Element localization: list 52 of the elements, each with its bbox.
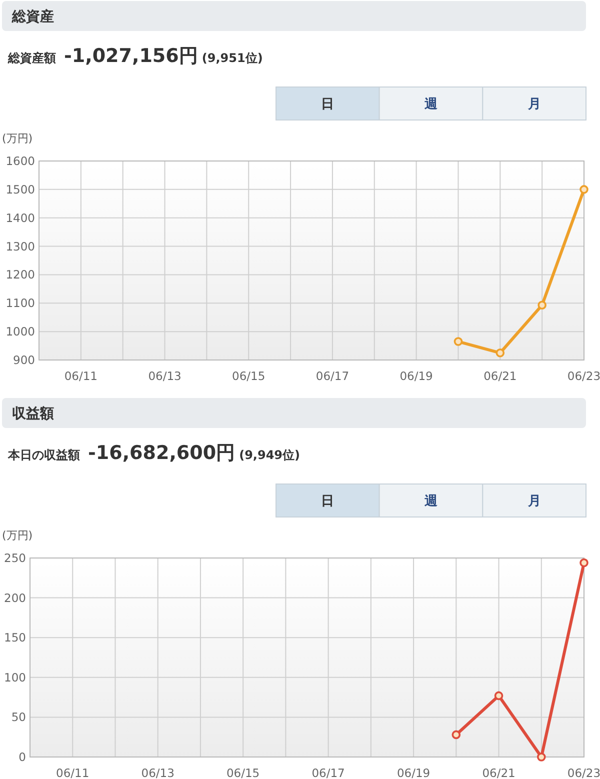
tab-button: 日 bbox=[276, 484, 380, 518]
point bbox=[494, 691, 504, 700]
point bbox=[580, 558, 588, 568]
y-tick-label: 0 bbox=[18, 750, 26, 764]
x-tick-label: 06/17 bbox=[312, 766, 345, 779]
y-tick-label: 900 bbox=[13, 353, 35, 367]
x-tick-label: 06/11 bbox=[64, 369, 98, 383]
point bbox=[580, 185, 588, 194]
y-tick-label: 100 bbox=[4, 670, 26, 684]
point bbox=[496, 348, 505, 358]
text: -1,027,156円 bbox=[64, 45, 198, 67]
x-tick-label: 06/17 bbox=[316, 369, 350, 383]
tab-button: 週 bbox=[378, 484, 484, 518]
chart-subtitle: 本日の収益額 bbox=[7, 448, 80, 462]
tab-button: 日 bbox=[276, 86, 380, 120]
y-tick-label: 1100 bbox=[6, 296, 35, 310]
y-axis-title: (万円) bbox=[2, 132, 33, 145]
text: (9,951位) bbox=[202, 51, 263, 65]
x-tick-label: 06/13 bbox=[141, 766, 174, 779]
x-tick-label: 06/15 bbox=[226, 766, 260, 779]
x-tick-label: 06/21 bbox=[482, 766, 516, 779]
y-tick-label: 1200 bbox=[6, 268, 35, 282]
y-tick-label: 1000 bbox=[6, 324, 35, 339]
tab-button: 月 bbox=[482, 86, 586, 120]
y-tick-label: 200 bbox=[4, 590, 26, 605]
x-tick-label: 06/19 bbox=[400, 369, 433, 383]
y-tick-label: 1300 bbox=[6, 239, 35, 254]
chart-title: 収益額 bbox=[12, 405, 54, 422]
y-tick-label: 50 bbox=[11, 710, 26, 724]
chart-subtitle: 総資産額 bbox=[7, 51, 56, 65]
point bbox=[454, 337, 463, 346]
text: -16,682,600円 bbox=[88, 442, 236, 464]
y-tick-label: 1400 bbox=[6, 210, 35, 225]
x-tick-label: 06/23 bbox=[567, 369, 600, 383]
tab-button: 週 bbox=[378, 86, 484, 120]
point bbox=[452, 730, 461, 740]
x-tick-label: 06/13 bbox=[148, 369, 182, 383]
x-tick-label: 06/23 bbox=[567, 766, 600, 779]
chart-title: 総資産 bbox=[11, 8, 54, 25]
point bbox=[536, 752, 546, 762]
y-tick-label: 1500 bbox=[6, 182, 35, 196]
y-axis-title: (万円) bbox=[2, 529, 33, 542]
y-tick-label: 150 bbox=[4, 630, 26, 645]
point bbox=[538, 300, 546, 310]
tab-button: 月 bbox=[482, 484, 586, 518]
x-tick-label: 06/19 bbox=[396, 766, 430, 779]
x-tick-label: 06/15 bbox=[232, 369, 266, 383]
y-tick-label: 1600 bbox=[6, 154, 35, 168]
x-tick-label: 06/21 bbox=[484, 369, 517, 383]
y-tick-label: 250 bbox=[4, 551, 26, 565]
text: (9,949位) bbox=[239, 448, 300, 462]
x-tick-label: 06/11 bbox=[56, 766, 90, 779]
